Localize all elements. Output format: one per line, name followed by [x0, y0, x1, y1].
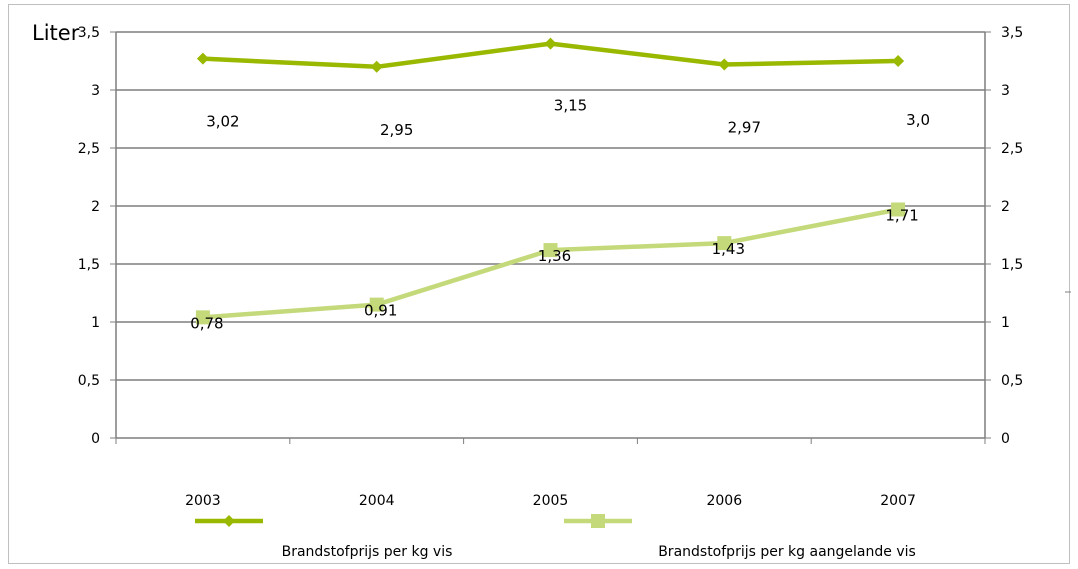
data-label: 0,91 [364, 302, 397, 320]
x-tick-label: 2007 [880, 493, 916, 509]
data-label: 1,43 [712, 240, 745, 258]
series-1-point [718, 58, 731, 71]
legend-marker-1 [223, 515, 235, 527]
y-tick-label-right: 3 [1001, 83, 1010, 99]
series-layer [195, 37, 906, 325]
y-tick-label: 3 [91, 83, 100, 99]
series-1-point [892, 55, 905, 67]
data-label: 3,15 [554, 97, 587, 115]
y-tick-label: 0,5 [78, 373, 100, 389]
y-tick-label-right: 1,5 [1001, 257, 1023, 273]
data-label: 0,78 [190, 314, 223, 332]
data-label: 2,97 [728, 118, 761, 136]
series-1-point [544, 37, 557, 50]
y-tick-label-right: 0 [1001, 431, 1010, 447]
series-1-point [196, 52, 209, 65]
x-tick-label: 2003 [185, 493, 221, 509]
series-2-point [717, 236, 732, 251]
axes [110, 31, 1071, 444]
y-tick-label: 1 [91, 315, 100, 331]
gridlines [116, 31, 985, 381]
y-tick-label-right: 2 [1001, 199, 1010, 215]
data-label: 3,02 [206, 113, 239, 131]
x-axis-ticks: 2003 2004 2005 2006 2007 [185, 493, 916, 509]
x-tick-label: 2004 [359, 493, 395, 509]
y-tick-label: 1,5 [78, 257, 100, 273]
y-tick-label-right: 0,5 [1001, 373, 1023, 389]
legend-label-1: Brandstofprijs per kg vis [282, 544, 453, 560]
series-2-point [543, 243, 558, 258]
series-1-point [370, 60, 383, 73]
data-label: 2,95 [380, 121, 413, 139]
y-tick-label: 0 [91, 431, 100, 447]
y-axis-right-ticks: 0 0,5 1 1,5 2 2,5 3 3,5 [1001, 25, 1023, 447]
data-labels-layer: 3,02 2,95 3,15 2,97 3,0 0,78 0,91 1,36 1,43 1,71 [190, 97, 930, 333]
series-2-point [369, 297, 384, 312]
x-tick-label: 2006 [706, 493, 742, 509]
y-axis-title: Liter [32, 21, 80, 45]
y-tick-label-right: 2,5 [1001, 141, 1023, 157]
series-2-point [195, 310, 210, 325]
data-label: 3,0 [906, 111, 930, 129]
data-label: 1,71 [885, 206, 918, 224]
legend-label-2: Brandstofprijs per kg aangelande vis [658, 544, 916, 560]
data-label: 1,36 [538, 247, 571, 265]
y-tick-label-right: 1 [1001, 315, 1010, 331]
chart-frame [8, 4, 1070, 564]
legend-marker-2 [591, 514, 605, 528]
y-tick-label: 2,5 [78, 141, 100, 157]
series-2-point [891, 202, 906, 217]
legend: Brandstofprijs per kg vis Brandstofprijs … [195, 514, 916, 560]
y-tick-label-right: 3,5 [1001, 25, 1023, 41]
y-tick-label: 2 [91, 199, 100, 215]
x-tick-label: 2005 [533, 493, 569, 509]
y-tick-label: 3,5 [78, 25, 100, 41]
y-axis-left-ticks: 0 0,5 1 1,5 2 2,5 3 3,5 [78, 25, 100, 447]
